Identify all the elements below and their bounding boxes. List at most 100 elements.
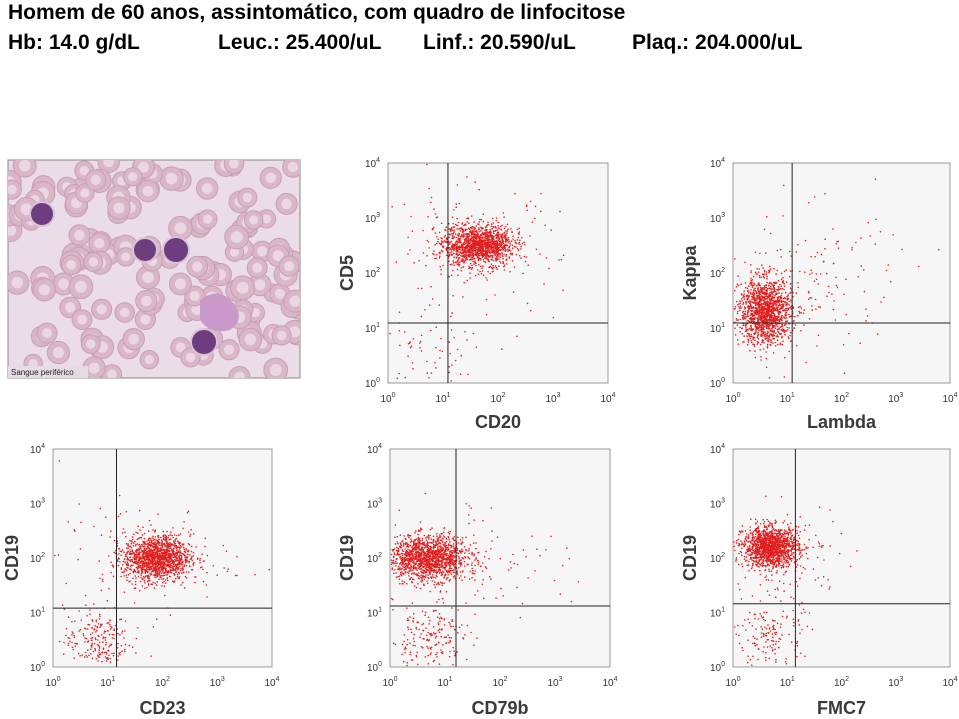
- event-dot: [794, 316, 796, 318]
- event-dot: [479, 245, 481, 248]
- event-dot: [863, 290, 866, 293]
- event-dot: [755, 307, 758, 309]
- event-dot: [100, 589, 103, 592]
- event-dot: [459, 237, 461, 240]
- event-dot: [797, 282, 799, 284]
- event-dot: [473, 243, 476, 246]
- event-dot: [165, 563, 167, 565]
- event-dot: [760, 290, 763, 292]
- event-dot: [465, 235, 468, 238]
- event-dot: [751, 341, 753, 344]
- red-cell-center: [28, 359, 38, 369]
- event-dot: [813, 280, 816, 283]
- event-dot: [127, 567, 129, 569]
- event-dot: [165, 567, 167, 570]
- event-dot: [749, 305, 752, 308]
- event-dot: [190, 528, 193, 531]
- event-dot: [450, 227, 453, 229]
- event-dot: [754, 356, 757, 359]
- event-dot: [505, 255, 507, 257]
- event-dot: [510, 240, 513, 242]
- event-dot: [167, 534, 170, 537]
- event-dot: [141, 563, 143, 565]
- event-dot: [484, 252, 487, 255]
- event-dot: [148, 577, 151, 579]
- event-dot: [173, 565, 176, 567]
- event-dot: [496, 241, 499, 243]
- event-dot: [173, 553, 175, 555]
- event-dot: [428, 247, 430, 249]
- event-dot: [824, 247, 826, 250]
- event-dot: [756, 267, 758, 270]
- event-dot: [777, 289, 780, 291]
- red-cell-center: [18, 160, 31, 172]
- event-dot: [454, 223, 457, 226]
- event-dot: [507, 238, 510, 241]
- event-dot: [749, 291, 752, 294]
- event-dot: [451, 312, 453, 314]
- event-dot: [465, 257, 467, 260]
- event-dot: [484, 239, 487, 242]
- event-dot: [153, 556, 156, 559]
- event-dot: [135, 543, 137, 546]
- event-dot: [763, 228, 766, 231]
- event-dot: [507, 241, 509, 244]
- event-dot: [477, 252, 480, 255]
- event-dot: [141, 570, 143, 573]
- event-dot: [804, 239, 807, 242]
- event-dot: [448, 275, 451, 278]
- event-dot: [478, 248, 480, 250]
- event-dot: [119, 512, 122, 515]
- event-dot: [173, 534, 176, 536]
- event-dot: [149, 568, 151, 571]
- event-dot: [502, 242, 505, 245]
- event-dot: [783, 300, 785, 303]
- event-dot: [508, 256, 511, 258]
- tick-base: 10: [710, 269, 722, 280]
- red-cell-center: [201, 183, 213, 194]
- event-dot: [161, 544, 163, 547]
- event-dot: [797, 314, 799, 317]
- event-dot: [451, 248, 454, 250]
- event-dot: [503, 227, 506, 230]
- event-dot: [505, 253, 508, 256]
- event-dot: [174, 558, 176, 561]
- event-dot: [754, 317, 756, 320]
- event-dot: [743, 290, 745, 293]
- event-dot: [736, 324, 739, 327]
- event-dot: [489, 247, 492, 249]
- event-dot: [129, 580, 131, 582]
- event-dot: [745, 328, 747, 330]
- event-dot: [755, 311, 758, 314]
- event-dot: [845, 313, 848, 316]
- event-dot: [758, 284, 761, 287]
- event-dot: [166, 561, 169, 563]
- event-dot: [479, 250, 481, 253]
- event-dot: [770, 312, 773, 315]
- event-dot: [73, 529, 75, 531]
- event-dot: [155, 569, 157, 571]
- event-dot: [461, 245, 463, 247]
- event-dot: [757, 313, 759, 315]
- event-dot: [501, 224, 503, 227]
- event-dot: [789, 334, 791, 337]
- event-dot: [474, 253, 476, 256]
- event-dot: [484, 233, 487, 236]
- event-dot: [153, 569, 155, 571]
- event-dot: [502, 262, 505, 264]
- event-dot: [143, 532, 146, 535]
- event-dot: [432, 226, 435, 229]
- red-cell-center: [88, 362, 100, 374]
- event-dot: [518, 233, 520, 235]
- event-dot: [494, 294, 496, 296]
- event-dot: [518, 231, 521, 233]
- red-cell-center: [140, 314, 151, 325]
- event-dot: [139, 529, 141, 531]
- event-dot: [773, 309, 775, 312]
- red-cell-center: [192, 261, 203, 272]
- event-dot: [734, 258, 736, 260]
- event-dot: [451, 245, 453, 247]
- event-dot: [226, 570, 229, 573]
- event-dot: [458, 202, 461, 205]
- event-dot: [516, 228, 519, 231]
